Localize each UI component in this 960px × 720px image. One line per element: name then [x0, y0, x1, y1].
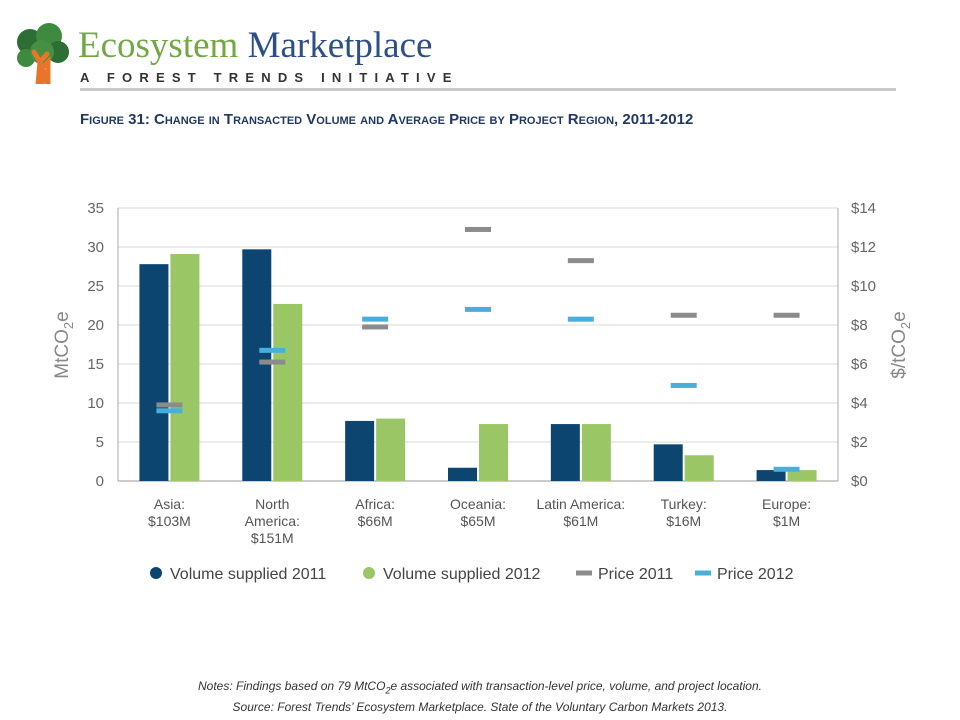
y-axis-title-right-suffix: e	[889, 311, 910, 322]
x-tick-label: $151M	[251, 530, 294, 546]
x-tick-label: North	[255, 496, 289, 512]
header-divider	[80, 88, 896, 91]
x-tick-label: $61M	[563, 513, 598, 529]
brand-word-marketplace: Marketplace	[238, 25, 433, 66]
y-tick-right: $6	[851, 356, 868, 373]
y-tick-left: 0	[96, 473, 104, 490]
legend-swatch	[150, 567, 162, 579]
y-tick-right: $8	[851, 317, 868, 334]
figure-title: Figure 31: Change in Transacted Volume a…	[80, 111, 694, 128]
legend-label: Volume supplied 2011	[170, 566, 326, 583]
x-tick-label: Turkey:	[661, 496, 707, 512]
legend-label: Volume supplied 2012	[383, 566, 541, 583]
marker-price-2012	[773, 466, 800, 472]
tree-logo-icon	[17, 23, 69, 84]
bar-volume-2012	[479, 424, 508, 481]
brand-word-ecosystem: Ecosystem	[78, 25, 239, 66]
notes-subscript: 2	[385, 685, 391, 696]
bar-volume-2011	[139, 264, 169, 481]
figure-notes: Notes: Findings based on 79 MtCO2e assoc…	[0, 678, 960, 716]
y-tick-right: $12	[851, 239, 876, 256]
y-tick-right: $14	[851, 200, 876, 217]
y-tick-left: 20	[87, 317, 104, 334]
notes-text-b: e associated with transaction-level pric…	[390, 679, 762, 693]
marker-price-2012	[259, 347, 286, 353]
y-axis-title-right: $/tCO2e	[889, 311, 913, 378]
x-tick-label: $65M	[460, 513, 495, 529]
bar-volume-2011	[242, 249, 272, 481]
bar-volume-2011	[550, 424, 580, 481]
y-tick-right: $2	[851, 434, 868, 451]
y-tick-left: 15	[87, 356, 104, 373]
x-tick-label: $1M	[773, 513, 800, 529]
x-tick-label: $16M	[666, 513, 701, 529]
x-tick-label: Asia:	[154, 496, 185, 512]
bar-volume-2011	[345, 420, 375, 481]
x-tick-label: $103M	[148, 513, 191, 529]
notes-line-2: Source: Forest Trends’ Ecosystem Marketp…	[232, 700, 728, 715]
marker-price-2012	[362, 316, 389, 322]
notes-text-a: Notes: Findings based on 79 MtCO	[198, 679, 386, 693]
marker-price-2011	[259, 359, 286, 365]
legend-label: Price 2011	[598, 566, 673, 583]
x-tick-label: Latin America:	[536, 496, 625, 512]
x-tick-label: America:	[245, 513, 300, 529]
marker-price-2011	[156, 402, 183, 408]
y-axis-title-left-main: MtCO	[52, 329, 73, 379]
legend-swatch	[363, 567, 375, 579]
marker-price-2011	[567, 258, 594, 264]
marker-price-2011	[465, 226, 491, 232]
marker-price-2012	[465, 306, 491, 312]
bar-volume-2012	[376, 418, 406, 481]
x-tick-label: Oceania:	[450, 496, 506, 512]
y-axis-title-left-sub: 2	[61, 322, 76, 329]
y-tick-right: $4	[851, 395, 868, 412]
marker-price-2012	[567, 316, 594, 322]
marker-price-2012	[670, 382, 697, 388]
y-axis-title-left-suffix: e	[52, 311, 73, 322]
y-tick-left: 35	[87, 200, 104, 217]
y-axis-title-right-sub: 2	[898, 322, 913, 329]
bar-volume-2012	[170, 254, 200, 481]
x-tick-label: Africa:	[355, 496, 395, 512]
y-axis-title-left: MtCO2e	[52, 311, 76, 378]
bar-volume-2012	[684, 455, 714, 481]
y-tick-right: $0	[851, 473, 868, 490]
x-tick-label: $66M	[358, 513, 393, 529]
y-tick-left: 30	[87, 239, 104, 256]
tagline: A FOREST TRENDS INITIATIVE	[80, 70, 459, 85]
marker-price-2012	[156, 408, 183, 414]
legend-label: Price 2012	[717, 566, 794, 583]
bar-volume-2011	[756, 470, 786, 481]
legend-swatch	[695, 570, 711, 576]
bar-volume-2012	[581, 424, 611, 481]
bar-volume-2012	[787, 470, 817, 481]
y-axis-title-right-main: $/tCO	[889, 329, 910, 379]
legend-swatch	[576, 570, 592, 576]
marker-price-2011	[670, 312, 697, 318]
bar-volume-2011	[448, 467, 477, 481]
marker-price-2011	[362, 324, 389, 330]
y-tick-left: 25	[87, 278, 104, 295]
brand-wordmark: Ecosystem Marketplace	[78, 26, 432, 66]
marker-price-2011	[773, 312, 800, 318]
x-tick-label: Europe:	[762, 496, 811, 512]
y-tick-left: 10	[87, 395, 104, 412]
bar-volume-2012	[273, 303, 303, 481]
y-tick-left: 5	[96, 434, 104, 451]
y-tick-right: $10	[851, 278, 876, 295]
bar-volume-2011	[653, 444, 683, 481]
notes-line-1: Notes: Findings based on 79 MtCO2e assoc…	[0, 678, 960, 699]
